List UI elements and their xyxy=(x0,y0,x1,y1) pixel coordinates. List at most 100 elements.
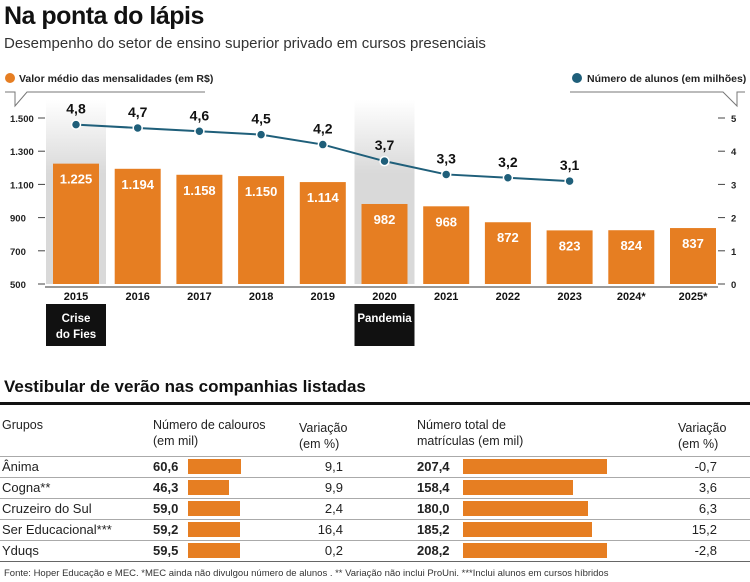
table-title: Vestibular de verão nas companhias lista… xyxy=(4,377,366,396)
annotation-text: Pandemia xyxy=(357,313,412,325)
cell-grupo: Ânima xyxy=(2,459,39,474)
legend-bracket-left xyxy=(5,91,205,108)
bar-matriculas xyxy=(463,501,588,516)
bar-label: 982 xyxy=(374,212,396,227)
cell-calouros: 59,5 xyxy=(153,543,179,558)
combo-chart: Valor médio das mensalidades (em R$) Núme… xyxy=(5,73,746,346)
x-tick-label: 2024* xyxy=(617,291,646,303)
cell-variacao-calouros: 9,1 xyxy=(324,459,343,474)
annotation-box-2015 xyxy=(46,304,106,346)
cell-variacao-calouros: 16,4 xyxy=(317,522,343,537)
x-tick-label: 2023 xyxy=(557,291,581,303)
row-separator xyxy=(0,540,750,541)
footnote: Fonte: Hoper Educação e MEC. *MEC ainda … xyxy=(4,568,609,579)
left-tick-label: 1.100 xyxy=(10,180,34,191)
point-2023 xyxy=(564,175,575,187)
bar-label: 823 xyxy=(559,238,581,253)
legend-bracket-right xyxy=(570,91,745,108)
bar-2024* xyxy=(608,230,655,284)
left-tick-label: 900 xyxy=(10,214,26,225)
bar-2017 xyxy=(176,174,223,284)
x-tick-label: 2020 xyxy=(372,291,396,303)
x-tick-label: 2015 xyxy=(64,291,88,303)
header-grupos: Grupos xyxy=(2,418,43,432)
cell-variacao-matriculas: -2,8 xyxy=(694,543,717,558)
header-calouros-line2: (em mil) xyxy=(153,434,199,448)
point-2018 xyxy=(255,129,267,140)
cell-grupo: Ser Educacional*** xyxy=(2,522,112,537)
point-2020 xyxy=(379,155,390,167)
bar-matriculas xyxy=(463,543,608,558)
point-label: 4,2 xyxy=(313,121,333,137)
bar-2025* xyxy=(670,228,716,284)
x-tick-label: 2019 xyxy=(311,291,335,303)
left-tick-label: 500 xyxy=(10,280,26,291)
header-calouros: Número de calouros (em mil) xyxy=(153,417,266,449)
bar-calouros xyxy=(188,501,240,516)
bar-label: 837 xyxy=(682,236,704,251)
bar-calouros xyxy=(188,522,240,537)
header-calouros-line1: Número de calouros xyxy=(153,418,266,432)
bar-2022 xyxy=(484,222,531,284)
annotation-text: Crise xyxy=(62,313,91,325)
bar-label: 1.225 xyxy=(60,172,93,187)
x-tick-label: 2025* xyxy=(679,291,708,303)
right-tick-label: 2 xyxy=(731,214,736,225)
legend-dot-alunos xyxy=(572,73,582,83)
x-tick-label: 2022 xyxy=(496,291,520,303)
x-tick-label: 2017 xyxy=(187,291,211,303)
bar-label: 824 xyxy=(620,238,642,253)
header-mat-line2: matrículas (em mil) xyxy=(417,434,524,448)
row-separator xyxy=(0,498,750,499)
cell-matriculas: 158,4 xyxy=(417,480,450,495)
x-tick-label: 2021 xyxy=(434,291,458,303)
bar-2023 xyxy=(546,230,593,284)
cell-variacao-matriculas: 6,3 xyxy=(698,501,717,516)
bar-2019 xyxy=(299,182,346,284)
bar-calouros xyxy=(188,543,241,558)
bar-2016 xyxy=(114,168,161,284)
point-label: 3,3 xyxy=(436,150,456,166)
bar-matriculas xyxy=(463,522,592,537)
cell-variacao-calouros: 2,4 xyxy=(324,501,343,516)
point-label: 4,8 xyxy=(66,101,86,117)
point-2022 xyxy=(502,172,514,184)
bar-label: 872 xyxy=(497,230,519,245)
point-2015 xyxy=(70,119,82,130)
left-tick-label: 1.500 xyxy=(10,114,34,125)
cell-variacao-matriculas: 3,6 xyxy=(698,480,717,495)
bar-2021 xyxy=(423,206,470,284)
header-variacao-matriculas: Variação (em %) xyxy=(678,420,726,452)
cell-calouros: 59,0 xyxy=(153,501,179,516)
point-label: 4,7 xyxy=(128,104,148,120)
cell-calouros: 60,6 xyxy=(153,459,179,474)
point-label: 3,2 xyxy=(498,154,518,170)
bar-label: 968 xyxy=(435,214,457,229)
page-subtitle: Desempenho do setor de ensino superior p… xyxy=(4,35,486,52)
cell-matriculas: 207,4 xyxy=(417,459,450,474)
cell-matriculas: 208,2 xyxy=(417,543,450,558)
table-rule xyxy=(0,402,750,405)
header-var1-line2: (em %) xyxy=(299,437,340,451)
point-2016 xyxy=(132,122,143,134)
bar-2015 xyxy=(53,163,99,284)
page-title: Na ponta do lápis xyxy=(4,2,204,30)
bar-matriculas xyxy=(463,480,573,495)
header-variacao-calouros: Variação (em %) xyxy=(299,420,347,452)
cell-grupo: Cruzeiro do Sul xyxy=(2,501,92,516)
point-label: 4,6 xyxy=(190,107,210,123)
bar-label: 1.158 xyxy=(183,183,216,198)
x-tick-label: 2016 xyxy=(125,291,149,303)
bar-calouros xyxy=(188,459,242,474)
point-label: 4,5 xyxy=(251,111,271,127)
right-tick-label: 1 xyxy=(731,247,737,258)
right-tick-label: 0 xyxy=(731,280,736,291)
bar-label: 1.150 xyxy=(245,184,278,199)
bar-2020 xyxy=(361,203,408,284)
legend-dot-mensalidades xyxy=(5,73,15,83)
bar-calouros xyxy=(188,480,229,495)
header-var2-line2: (em %) xyxy=(678,437,719,451)
annotation-text: do Fies xyxy=(56,329,96,341)
annotation-box-2020 xyxy=(354,304,415,346)
point-2017 xyxy=(194,126,205,137)
